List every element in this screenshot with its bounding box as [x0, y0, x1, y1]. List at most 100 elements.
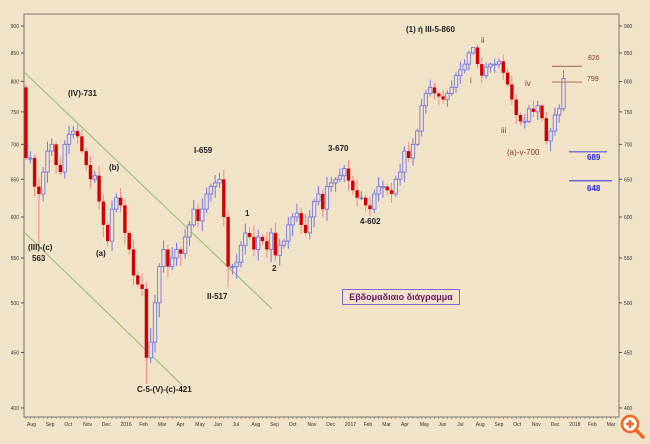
candle-down [505, 72, 510, 85]
annotation-wave-1: 1 [245, 209, 250, 218]
annotation-iii-c: (III)-(c) [28, 243, 53, 252]
x-tick-label: Jun [438, 422, 446, 428]
y-tick-label-left: 500 [11, 301, 20, 307]
candle-up [281, 240, 287, 246]
candle-down [97, 175, 101, 202]
candle-up [453, 75, 459, 88]
candle-down [58, 165, 63, 173]
y-tick-label-left: 800 [11, 79, 20, 85]
y-tick-label-right: 450 [624, 350, 633, 356]
y-tick-label-left: 850 [11, 51, 20, 57]
candle-up [187, 224, 192, 238]
candle-down [299, 213, 303, 225]
annotation-sub-iv: iv [525, 79, 531, 88]
x-tick-label: Nov [308, 422, 317, 428]
x-tick-label: Aug [476, 422, 485, 428]
annotation-sub-i: i [470, 76, 472, 85]
level-label-689: 689 [587, 153, 601, 162]
candle-down [531, 108, 536, 112]
candle-up [200, 208, 205, 222]
candle-down [32, 158, 37, 187]
candle-down [544, 118, 548, 142]
annotation-iv-731: (IV)-731 [68, 89, 97, 98]
candle-down [510, 84, 514, 100]
y-tick-label-left: 700 [11, 142, 20, 148]
x-tick-label: Mar [382, 422, 391, 428]
annotation-I-659: I-659 [194, 146, 213, 155]
candle-up [462, 63, 467, 71]
candle-up [62, 143, 67, 173]
candle-down [247, 232, 252, 238]
candle-up [329, 182, 334, 188]
candle-up [234, 261, 239, 268]
candle-down [368, 205, 372, 210]
candle-up [191, 208, 196, 226]
x-tick-label: Dec [102, 422, 111, 428]
x-tick-label: Jun [214, 422, 222, 428]
x-tick-label: Apr [177, 422, 185, 428]
candle-up [333, 178, 338, 184]
candle-up [492, 63, 497, 66]
candle-up [311, 201, 317, 218]
candle-up [359, 197, 364, 200]
candle-up [423, 92, 429, 107]
candle-up [161, 249, 166, 268]
candle-up [45, 150, 50, 173]
x-tick-label: Mar [607, 422, 616, 428]
candle-up [526, 108, 532, 122]
candle-up [148, 341, 153, 359]
candle-up [324, 186, 330, 210]
x-tick-label: 2018 [569, 422, 580, 428]
x-tick-label: Nov [532, 422, 541, 428]
candle-up [66, 133, 72, 145]
candle-up [238, 244, 244, 263]
candle-up [316, 193, 321, 202]
y-tick-label-left: 650 [11, 177, 20, 183]
candle-up [342, 168, 347, 177]
candle-down [273, 232, 278, 256]
y-tick-label-left: 900 [11, 24, 20, 30]
candle-up [380, 186, 386, 189]
candle-down [321, 193, 325, 210]
candle-up [410, 143, 416, 159]
x-tick-label: Oct [513, 422, 521, 428]
candle-up [307, 216, 312, 234]
candle-up [290, 216, 295, 226]
candle-down [518, 115, 523, 122]
candle-up [71, 130, 76, 135]
candle-up [204, 193, 209, 210]
candle-up [49, 143, 54, 152]
candle-up [419, 105, 424, 132]
candle-down [179, 249, 183, 254]
zoom-in-icon[interactable] [619, 413, 645, 439]
annotation-a: (a) [96, 249, 106, 258]
candle-down [501, 61, 505, 73]
y-tick-label-right: 750 [624, 110, 633, 116]
x-tick-label: Mar [158, 422, 167, 428]
candle-down [123, 205, 127, 233]
candle-up [449, 86, 454, 94]
annotation-563: 563 [32, 254, 46, 263]
candle-down [385, 186, 389, 191]
candle-down [260, 237, 265, 242]
candle-down [389, 190, 394, 194]
x-tick-label: Aug [251, 422, 260, 428]
candle-down [252, 237, 256, 250]
level-label-648: 648 [587, 184, 601, 193]
plot-frame [23, 13, 620, 418]
candle-down [136, 275, 140, 285]
y-tick-label-left: 750 [11, 110, 20, 116]
candle-down [101, 201, 106, 225]
candle-up [372, 193, 377, 210]
annotation-b: (b) [109, 163, 120, 172]
level-label-826: 826 [588, 55, 600, 62]
candle-up [376, 186, 381, 195]
candle-up [256, 236, 261, 250]
candle-up [393, 178, 398, 195]
candle-up [157, 266, 162, 304]
candle-down [88, 165, 93, 180]
y-tick-label-right: 700 [624, 142, 633, 148]
candle-up [230, 266, 235, 269]
x-tick-label: May [420, 422, 430, 428]
